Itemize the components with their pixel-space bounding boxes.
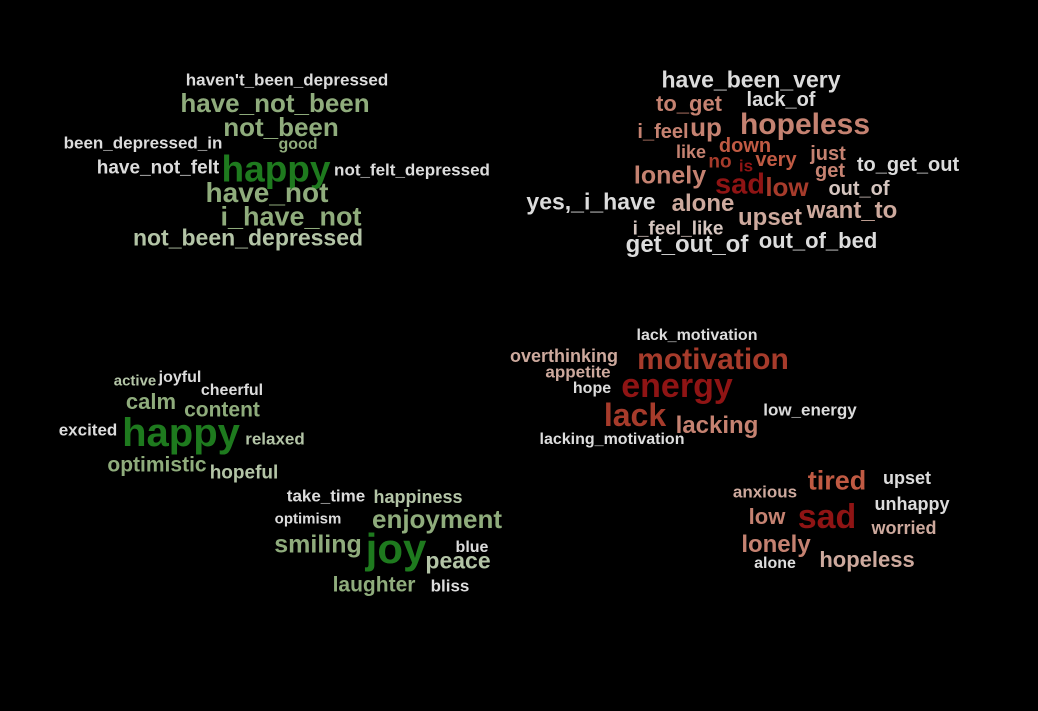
word: lacking [675, 412, 759, 439]
word: out_of [828, 178, 890, 200]
word: worried [871, 518, 937, 538]
word: hopeless [739, 108, 871, 141]
word: get [815, 160, 845, 182]
word: no [708, 151, 732, 173]
word: low [765, 172, 809, 202]
word: joyful [158, 369, 202, 386]
word: out_of_bed [758, 228, 878, 253]
word: have_been_very [661, 66, 841, 93]
word: haven't_been_depressed [185, 70, 389, 90]
word: active [113, 372, 157, 390]
word: just [810, 143, 846, 165]
word: enjoyment [371, 504, 503, 534]
word: hope [572, 380, 612, 397]
word: content [184, 398, 260, 422]
word: not_been [223, 112, 339, 142]
word: lacking_motivation [539, 431, 685, 448]
word: like [675, 142, 707, 162]
word: i_feel_like [632, 218, 724, 240]
word: excited [58, 420, 118, 440]
word: i_feel [637, 121, 689, 143]
word: down [718, 135, 772, 157]
word: upset [882, 468, 932, 488]
word: calm [125, 389, 177, 414]
word: very [755, 149, 797, 171]
word: take_time [286, 486, 366, 506]
word: sad [715, 168, 765, 201]
word: good [278, 136, 318, 153]
word: optimistic [107, 453, 207, 477]
word: been_depressed_in [63, 133, 223, 153]
word: to_get_out [856, 154, 960, 176]
word: low_energy [763, 400, 857, 420]
word: lonely [633, 161, 707, 190]
word: lack_motivation [636, 327, 758, 344]
word: yes,_i_have [526, 188, 656, 215]
word: not_felt_depressed [334, 160, 490, 180]
word: want_to [806, 197, 898, 224]
word: happiness [373, 487, 463, 507]
word: overthinking [509, 346, 619, 366]
word: appetite [545, 362, 611, 382]
word: lack_of [746, 89, 816, 111]
word: tired [807, 465, 867, 496]
word: i_have_not [220, 201, 362, 232]
word: blue [455, 539, 489, 556]
word: anxious [732, 482, 798, 502]
word: have_not_felt [96, 157, 220, 179]
word: alone [671, 190, 735, 217]
word: peace [425, 547, 491, 574]
word: energy [621, 367, 733, 405]
word: hopeful [209, 462, 279, 484]
word: motivation [637, 343, 789, 376]
word: smiling [274, 530, 362, 559]
word: is [738, 156, 754, 176]
word: bliss [430, 576, 470, 596]
word: have_not [205, 177, 329, 208]
word: relaxed [245, 429, 305, 449]
word: unhappy [874, 494, 950, 514]
word: hopeless [819, 547, 915, 572]
word: not_been_depressed [132, 224, 364, 251]
word: optimism [274, 510, 342, 528]
word: low [748, 504, 786, 529]
word: have_not_been [180, 88, 370, 118]
word: get_out_of [625, 231, 749, 258]
word: lonely [741, 531, 811, 558]
word: joy [365, 525, 427, 572]
word: upset [737, 204, 803, 231]
word: laughter [332, 573, 416, 597]
word: cheerful [200, 382, 264, 399]
word: happy [122, 411, 240, 455]
word: lack [603, 397, 667, 433]
word: sad [797, 498, 857, 536]
word: alone [754, 555, 796, 572]
word: to_get [656, 91, 722, 116]
word: up [690, 112, 722, 142]
word: happy [221, 148, 331, 190]
